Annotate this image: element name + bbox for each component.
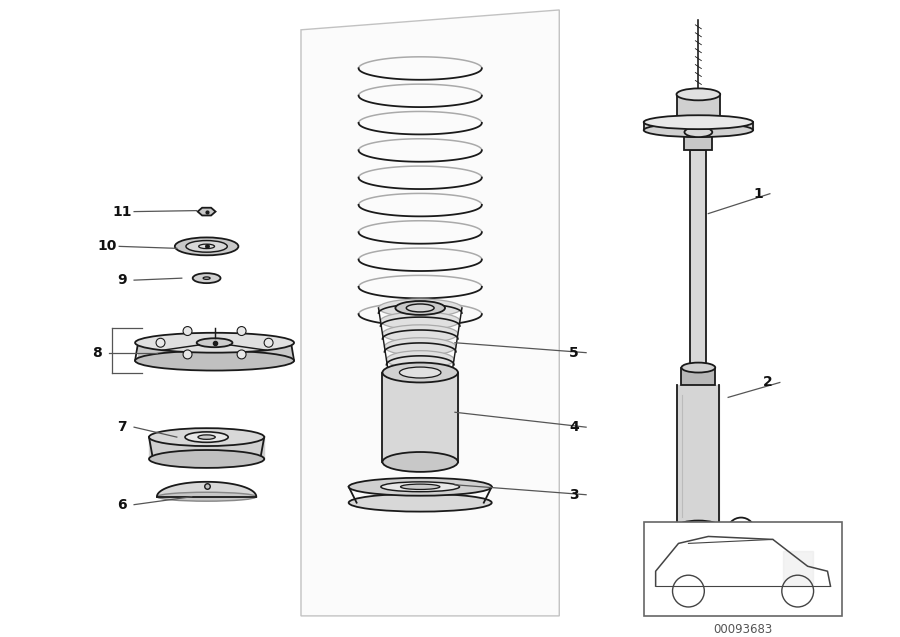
Ellipse shape (348, 494, 491, 512)
Text: 11: 11 (112, 204, 132, 218)
Circle shape (183, 327, 192, 336)
Ellipse shape (198, 435, 215, 440)
Ellipse shape (684, 127, 712, 137)
FancyBboxPatch shape (677, 94, 720, 122)
Ellipse shape (175, 238, 238, 255)
Ellipse shape (406, 304, 434, 312)
Ellipse shape (348, 478, 491, 496)
Circle shape (183, 350, 192, 359)
FancyBboxPatch shape (644, 522, 842, 616)
Text: 7: 7 (117, 420, 127, 434)
Ellipse shape (644, 123, 753, 137)
Ellipse shape (382, 362, 458, 382)
Text: 2: 2 (763, 375, 773, 389)
Ellipse shape (149, 428, 265, 446)
Ellipse shape (386, 351, 454, 369)
Ellipse shape (644, 115, 753, 129)
Ellipse shape (193, 273, 220, 283)
Ellipse shape (382, 325, 458, 343)
Text: 8: 8 (93, 346, 103, 360)
FancyBboxPatch shape (690, 150, 707, 368)
Text: 9: 9 (117, 273, 127, 287)
Polygon shape (301, 10, 559, 616)
Text: 10: 10 (97, 240, 117, 254)
Ellipse shape (681, 362, 716, 373)
FancyBboxPatch shape (684, 132, 712, 150)
Polygon shape (157, 482, 256, 497)
Ellipse shape (203, 277, 210, 280)
Ellipse shape (381, 312, 460, 330)
Text: 6: 6 (117, 497, 127, 512)
Text: 3: 3 (570, 488, 579, 502)
Ellipse shape (677, 116, 720, 128)
Polygon shape (717, 524, 727, 540)
Circle shape (156, 338, 165, 347)
Ellipse shape (135, 351, 294, 371)
Circle shape (237, 327, 246, 336)
Ellipse shape (185, 432, 229, 442)
Ellipse shape (381, 482, 460, 492)
Ellipse shape (384, 338, 456, 355)
Ellipse shape (678, 520, 719, 533)
Ellipse shape (677, 89, 720, 101)
Circle shape (237, 350, 246, 359)
Text: 1: 1 (753, 187, 763, 201)
Circle shape (264, 338, 273, 347)
Ellipse shape (379, 299, 462, 317)
Text: 5: 5 (570, 346, 579, 360)
Ellipse shape (382, 452, 458, 472)
Ellipse shape (135, 333, 294, 353)
Ellipse shape (395, 301, 445, 315)
Polygon shape (783, 552, 813, 586)
FancyBboxPatch shape (681, 368, 716, 385)
Ellipse shape (157, 492, 256, 501)
Polygon shape (198, 208, 216, 215)
Ellipse shape (777, 555, 796, 570)
Ellipse shape (199, 244, 214, 248)
Ellipse shape (400, 484, 440, 489)
Ellipse shape (400, 367, 441, 378)
Ellipse shape (186, 241, 228, 252)
Ellipse shape (149, 450, 265, 468)
Text: 4: 4 (570, 420, 579, 434)
Ellipse shape (197, 338, 232, 347)
Text: 00093683: 00093683 (714, 624, 773, 636)
